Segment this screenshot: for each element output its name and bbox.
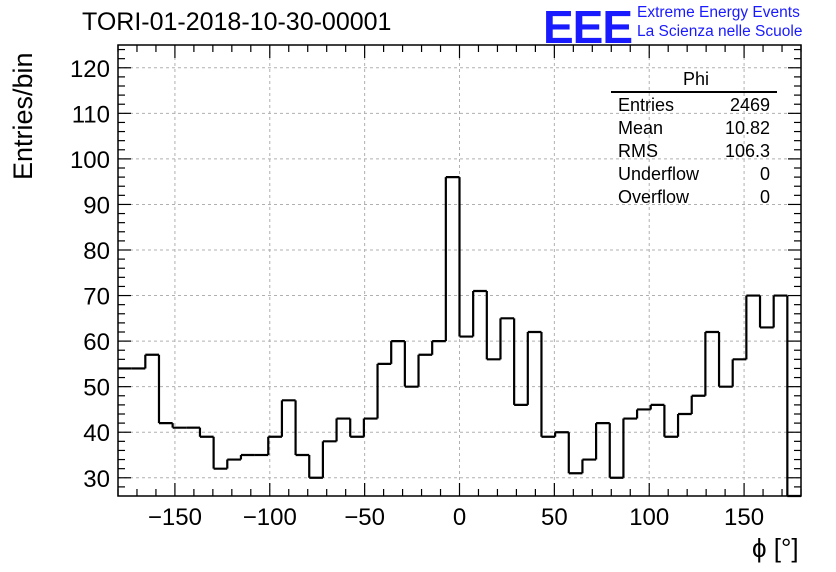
x-tick-label: −50	[344, 504, 385, 531]
stats-value: 0	[759, 164, 770, 184]
histogram-bin	[171, 423, 187, 429]
stats-row-underflow: Underflow 0	[611, 163, 777, 186]
histogram-bin	[444, 176, 460, 342]
stats-value: 106.3	[724, 141, 770, 161]
y-tick-label: 40	[83, 420, 110, 447]
y-tick-label: 50	[83, 375, 110, 402]
histogram-bin	[595, 422, 610, 460]
y-axis-ticks: 30 40 50 60 70 80 90 100 110 120	[70, 48, 801, 493]
histogram-bin	[294, 400, 310, 457]
histogram-bin	[513, 318, 528, 406]
histogram-bin	[308, 455, 323, 479]
histogram-bin	[144, 353, 159, 369]
x-tick-label: 150	[724, 504, 764, 531]
logo-caption-line2: La Scienza nelle Scuole	[637, 23, 803, 40]
histogram-bin	[198, 427, 214, 438]
histogram-bin	[417, 353, 433, 387]
stats-box-title: Phi	[682, 69, 709, 89]
histogram-bin	[362, 417, 378, 437]
x-tick-label: −150	[148, 504, 202, 531]
histogram-bin	[526, 330, 542, 405]
y-tick-label: 90	[83, 192, 110, 219]
y-tick-label: 30	[83, 466, 110, 493]
stats-label: RMS	[618, 141, 658, 161]
eee-logo: EEE	[543, 1, 633, 53]
x-tick-label: −100	[243, 504, 297, 531]
histogram-bin	[717, 332, 733, 388]
histogram-bin	[376, 362, 392, 419]
histogram-bin	[622, 417, 638, 478]
logo-caption: Extreme Energy Events La Scienza nelle S…	[637, 3, 802, 41]
stats-label: Mean	[618, 118, 664, 138]
stats-label: Underflow	[618, 164, 700, 184]
histogram-bin	[540, 332, 556, 438]
y-tick-label: 120	[70, 56, 110, 83]
y-axis-label: Entries/bin	[8, 52, 38, 180]
stats-value: 10.82	[724, 118, 770, 138]
histogram-bin	[157, 354, 173, 425]
stats-value: 0	[759, 187, 770, 207]
histogram-bin	[499, 317, 515, 360]
histogram-bin	[772, 294, 788, 328]
x-axis-ticks: −150 −100 −50 0 50 100 150	[117, 45, 802, 531]
stats-box-divider	[611, 91, 777, 93]
logo-caption-line1: Extreme Energy Events	[637, 4, 800, 21]
x-axis-label: ϕ [°]	[752, 533, 799, 563]
histogram-bin	[321, 440, 337, 478]
x-tick-label: 0	[453, 504, 466, 531]
histogram-bin	[239, 453, 255, 460]
histogram-bin	[485, 291, 501, 361]
stats-box: Phi Entries 2469 Mean 10.82 RMS 106.3 Un…	[611, 69, 777, 209]
histogram-bin	[226, 458, 241, 469]
histogram-bin	[663, 404, 679, 438]
histogram-bin	[390, 340, 405, 364]
stats-label: Entries	[618, 95, 675, 115]
y-tick-label: 70	[83, 284, 110, 311]
histogram-bin	[745, 294, 761, 360]
histogram-bin	[731, 358, 747, 387]
histogram-bin	[403, 341, 419, 388]
x-tick-label: 100	[629, 504, 669, 531]
histogram-bin	[690, 394, 706, 414]
histogram-bin	[472, 289, 487, 337]
histogram-bin	[280, 399, 296, 437]
histogram-bin	[649, 403, 665, 410]
stats-label: Overflow	[618, 187, 690, 207]
histogram-bin	[458, 177, 474, 338]
histogram-bin	[581, 458, 597, 474]
stats-row-overflow: Overflow 0	[611, 186, 777, 209]
histogram-bin	[431, 340, 446, 355]
stats-value: 2469	[729, 95, 770, 115]
histogram-series	[118, 176, 801, 498]
histogram-bin	[212, 436, 228, 470]
x-tick-label: 50	[541, 504, 568, 531]
histogram-bin	[758, 295, 774, 329]
histogram-bin	[567, 432, 583, 475]
histogram-bin	[349, 418, 364, 438]
y-tick-label: 100	[70, 147, 110, 174]
y-tick-label: 80	[83, 238, 110, 265]
histogram-bin	[554, 431, 569, 437]
y-tick-label: 110	[72, 101, 110, 128]
stats-row-rms: RMS 106.3	[611, 140, 777, 163]
histogram-bin	[335, 417, 351, 442]
histogram-bin	[608, 423, 624, 479]
stats-row-entries: Entries 2469	[611, 94, 777, 117]
histogram-bin	[704, 330, 720, 396]
chart-title: TORI-01-2018-10-30-00001	[82, 8, 392, 36]
histogram-bin	[635, 408, 651, 419]
stats-row-mean: Mean 10.82	[611, 117, 777, 140]
y-tick-label: 60	[83, 329, 110, 356]
histogram-bin	[267, 435, 282, 455]
histogram-bin	[676, 412, 692, 437]
